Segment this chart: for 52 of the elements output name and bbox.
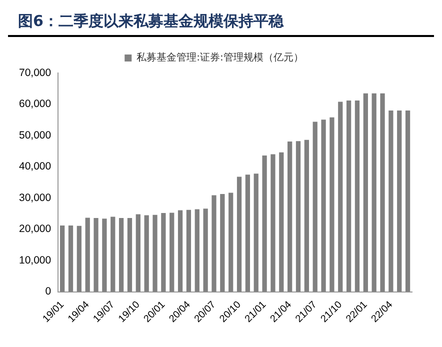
y-tick-label: 50,000 [18, 129, 52, 142]
bar [110, 216, 116, 292]
bar [388, 110, 394, 292]
bar [136, 214, 140, 292]
bar [312, 122, 318, 292]
bar [380, 93, 385, 292]
bar [127, 218, 132, 292]
y-tick-label: 0 [45, 286, 52, 298]
bar [245, 174, 250, 292]
bar [60, 226, 65, 292]
bar [220, 194, 225, 292]
bar [152, 214, 158, 292]
bar [346, 100, 352, 292]
bar [212, 195, 216, 292]
bar [354, 100, 360, 292]
bar [203, 208, 208, 292]
bar [330, 117, 334, 292]
bar [270, 154, 276, 292]
bar [228, 192, 234, 292]
bar [262, 156, 267, 292]
bar [76, 226, 82, 292]
y-tick-label: 40,000 [18, 160, 52, 173]
bar [304, 140, 309, 292]
bar [118, 218, 124, 292]
bar [254, 174, 258, 292]
bar [102, 218, 107, 292]
bar [288, 141, 292, 292]
bar [144, 215, 149, 292]
legend-label: 私募基金管理:证券:管理规模（亿元） [136, 52, 304, 64]
bar [68, 226, 74, 292]
bar [363, 93, 368, 292]
bar [194, 209, 200, 292]
y-tick-label: 70,000 [18, 66, 52, 79]
bar [94, 218, 98, 292]
y-tick-label: 20,000 [18, 223, 52, 236]
chart-title: 图6：二季度以来私募基金规模保持平稳 [8, 8, 434, 37]
bar [186, 210, 192, 292]
bar [397, 110, 402, 292]
bar [338, 102, 343, 292]
bar [296, 141, 301, 292]
bar [372, 93, 376, 292]
bar [236, 176, 242, 292]
y-tick-label: 10,000 [18, 254, 52, 266]
bar [85, 218, 90, 292]
bar [161, 213, 166, 292]
bar [321, 120, 326, 292]
y-tick-label: 30,000 [18, 192, 52, 204]
bar [405, 110, 410, 292]
bar [178, 210, 183, 292]
bar [279, 152, 284, 292]
y-tick-label: 60,000 [18, 98, 52, 110]
bar [170, 212, 174, 292]
